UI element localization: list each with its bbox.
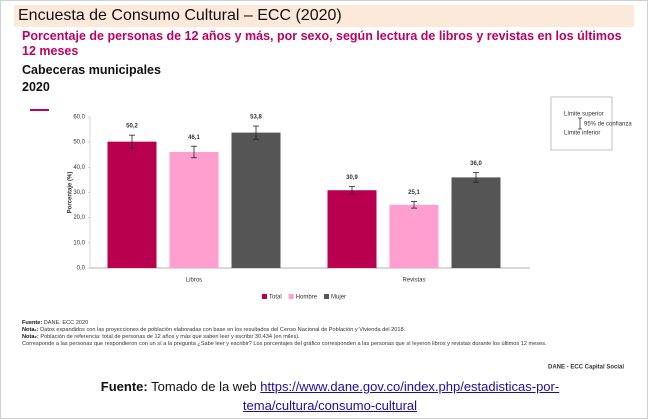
value-label: 36,0 <box>470 161 482 167</box>
title: Encuesta de Consumo Cultural – ECC (2020… <box>18 7 342 24</box>
source-text: Tomado de la web <box>151 379 257 394</box>
error-legend-ci: 95% de confianza <box>584 122 632 128</box>
y-tick-label: 30,0 <box>73 190 85 196</box>
source-label: Fuente: <box>100 379 148 394</box>
note-label: Nota₁: <box>22 327 39 333</box>
note: Fuente: DANE. ECC 2020 <box>22 320 632 327</box>
legend-label: Mujer <box>331 295 346 301</box>
note: Corresponde a las personas que respondie… <box>22 341 632 348</box>
value-label: 50,2 <box>126 124 138 130</box>
error-bar <box>253 125 259 140</box>
error-legend-box <box>550 96 613 151</box>
bar <box>327 190 377 268</box>
note-text: Datos expandidos con las proyecciones de… <box>40 327 406 333</box>
legend-label: Total <box>269 295 282 301</box>
error-bar <box>411 201 417 209</box>
accent-dash <box>30 109 49 111</box>
value-label: 53,8 <box>250 115 262 121</box>
error-legend-upper: Límite superior <box>564 112 604 118</box>
note-text: Corresponde a las personas que respondie… <box>22 341 547 347</box>
error-bar <box>191 145 197 159</box>
y-tick-label: 10,0 <box>73 240 85 246</box>
scope: Cabeceras municipales <box>22 63 161 77</box>
error-bar <box>473 172 479 183</box>
error-legend-lower: Límite inferior <box>564 131 600 137</box>
note-label: Fuente: <box>22 320 43 326</box>
bar <box>231 132 281 268</box>
x-tick-label: Libros <box>186 278 202 284</box>
subtitle: Porcentaje de personas de 12 años y más,… <box>22 29 622 58</box>
y-tick-label: 0,0 <box>77 266 86 272</box>
y-tick-label: 40,0 <box>73 165 85 171</box>
value-label: 30,9 <box>346 175 358 181</box>
notes: Fuente: DANE. ECC 2020 Nota₁: Datos expan… <box>22 320 632 348</box>
legend-swatch <box>288 294 294 299</box>
title-bar <box>14 5 634 27</box>
year: 2020 <box>22 80 50 94</box>
y-tick-label: 20,0 <box>73 215 85 221</box>
bar <box>107 141 157 268</box>
note: Nota₂: Población de referencia: total de… <box>22 334 632 341</box>
y-axis-label: Porcentaje (%) <box>68 172 74 214</box>
legend-label: Hombre <box>296 295 318 301</box>
y-tick-label: 60,0 <box>73 115 85 121</box>
error-bar <box>349 186 355 195</box>
note-label: Nota₂: <box>22 334 39 340</box>
y-tick-label: 50,0 <box>73 140 85 146</box>
legend-swatch <box>262 294 267 299</box>
note-text: Población de referencia: total de person… <box>40 334 300 340</box>
source: Fuente: Tomado de la web https://www.dan… <box>70 377 590 415</box>
value-label: 46,1 <box>188 135 200 141</box>
chart-credit: DANE - ECC Capital Social <box>548 365 624 371</box>
bar <box>451 177 501 268</box>
bar <box>169 151 219 268</box>
source-link[interactable]: https://www.dane.gov.co/index.php/estadi… <box>242 379 560 413</box>
legend-swatch <box>324 294 330 299</box>
bar <box>389 204 439 268</box>
x-tick-label: Revistas <box>402 278 425 284</box>
value-label: 25,1 <box>408 190 420 196</box>
note-text: DANE. ECC 2020 <box>43 320 89 326</box>
error-bar <box>129 134 135 149</box>
note: Nota₁: Datos expandidos con las proyecci… <box>22 327 632 334</box>
